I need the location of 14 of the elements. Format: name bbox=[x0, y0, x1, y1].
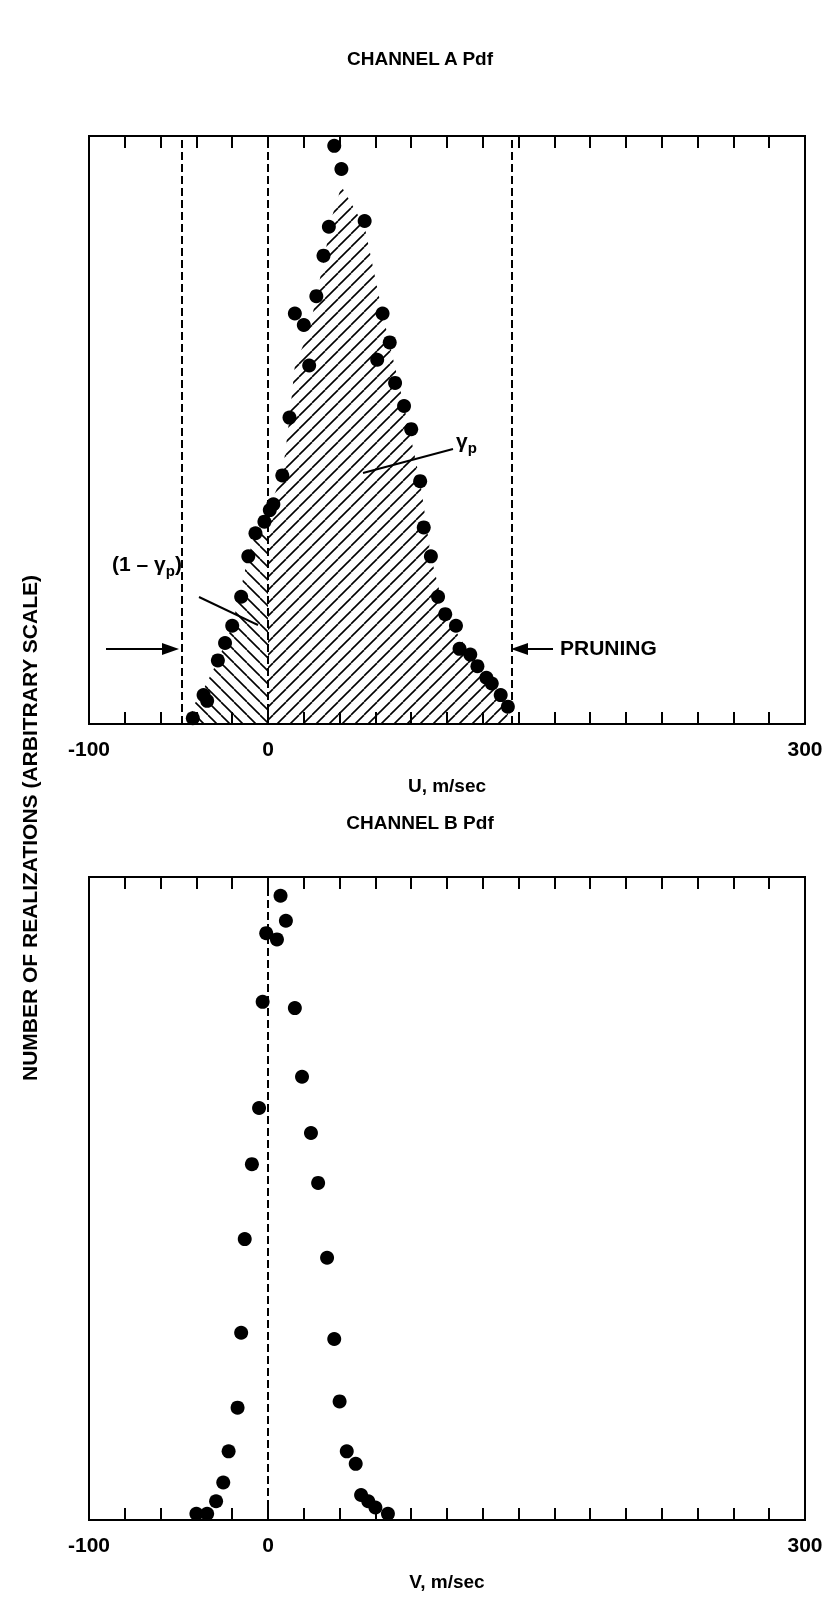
x-axis-title: U, m/sec bbox=[407, 775, 487, 796]
x-tick-label: 0 bbox=[262, 1533, 274, 1556]
chart-title: CHANNEL A Pdf bbox=[346, 48, 494, 69]
x-tick-label: 0 bbox=[262, 737, 274, 760]
chart-title: CHANNEL B Pdf bbox=[346, 812, 495, 833]
x-tick-label: 300 bbox=[787, 737, 823, 760]
y-axis-title: NUMBER OF REALIZATIONS (ARBITRARY SCALE) bbox=[18, 575, 42, 1081]
x-axis-title: V, m/sec bbox=[409, 1571, 486, 1592]
x-tick-label: 300 bbox=[787, 1533, 823, 1556]
x-tick-label: -100 bbox=[67, 737, 111, 760]
x-tick-label: -100 bbox=[67, 1533, 111, 1556]
annotation: (1 – γ$_{p}$) bbox=[112, 552, 182, 580]
annotation: PRUNING bbox=[560, 636, 657, 659]
annotation: γ$_{p}$ bbox=[456, 429, 477, 457]
